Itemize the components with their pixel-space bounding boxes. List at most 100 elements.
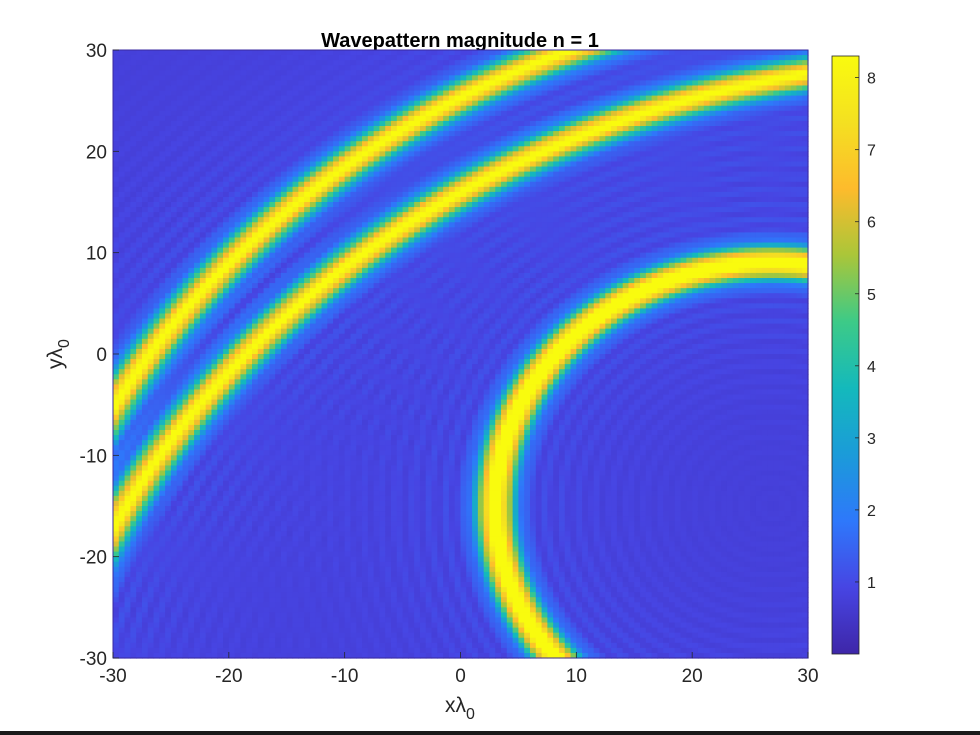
heatmap-cell [182, 612, 189, 619]
heatmap-cell [130, 75, 137, 81]
heatmap-cell [315, 490, 323, 497]
heatmap-cell [309, 409, 317, 416]
heatmap-cell [118, 171, 126, 178]
heatmap-cell [338, 100, 346, 107]
heatmap-cell [182, 126, 189, 132]
heatmap-cell [269, 65, 276, 71]
heatmap-cell [321, 511, 328, 517]
heatmap-cell [321, 647, 328, 654]
heatmap-cell [124, 328, 131, 335]
heatmap-cell [118, 242, 126, 249]
heatmap-cell [194, 328, 201, 335]
heatmap-cell [333, 526, 340, 532]
heatmap-cell [211, 217, 218, 223]
heatmap-cell [118, 354, 126, 360]
heatmap-cell [344, 333, 352, 340]
heatmap-cell [269, 348, 276, 355]
heatmap-cell [194, 389, 201, 396]
heatmap-cell [246, 267, 253, 274]
heatmap-cell [170, 100, 178, 107]
heatmap-cell [159, 480, 166, 487]
heatmap-cell [257, 348, 265, 355]
heatmap-cell [136, 85, 143, 92]
heatmap-cell [130, 181, 137, 188]
heatmap-cell [327, 60, 334, 66]
heatmap-cell [333, 283, 340, 289]
heatmap-cell [136, 186, 143, 193]
heatmap-cell [170, 627, 178, 634]
heatmap-cell [228, 480, 236, 487]
heatmap-cell [344, 470, 352, 477]
heatmap-cell [286, 196, 294, 203]
heatmap-cell [153, 95, 160, 102]
heatmap-cell [304, 100, 311, 107]
heatmap-cell [304, 597, 311, 603]
heatmap-cell [217, 136, 224, 142]
heatmap-cell [147, 343, 155, 350]
heatmap-cell [275, 384, 282, 391]
heatmap-cell [194, 308, 201, 315]
heatmap-cell [321, 374, 328, 380]
heatmap-cell [252, 293, 259, 299]
heatmap-cell [176, 592, 184, 598]
heatmap-cell [136, 414, 143, 421]
heatmap-cell [280, 627, 288, 634]
heatmap-cell [136, 521, 143, 527]
heatmap-cell [165, 176, 172, 183]
heatmap-cell [223, 566, 230, 573]
heatmap-cell [327, 222, 334, 228]
heatmap-cell [240, 490, 247, 497]
heatmap-cell [321, 551, 328, 558]
heatmap-cell [165, 475, 172, 482]
heatmap-cell [228, 70, 236, 76]
heatmap-cell [147, 379, 155, 385]
heatmap-cell [113, 323, 120, 330]
heatmap-cell [234, 85, 242, 92]
heatmap-cell [327, 561, 334, 568]
heatmap-cell [153, 561, 160, 568]
heatmap-cell [321, 389, 328, 396]
heatmap-cell [176, 364, 184, 370]
heatmap-cell [298, 359, 305, 365]
heatmap-cell [275, 80, 282, 87]
heatmap-cell [286, 313, 294, 320]
heatmap-cell [350, 394, 357, 401]
heatmap-cell [194, 232, 201, 239]
heatmap-cell [280, 632, 288, 639]
heatmap-cell [170, 278, 178, 284]
heatmap-cell [170, 227, 178, 233]
heatmap-cell [275, 60, 282, 66]
heatmap-cell [211, 181, 218, 188]
heatmap-cell [228, 242, 236, 249]
heatmap-cell [211, 582, 218, 588]
heatmap-cell [136, 460, 143, 467]
heatmap-cell [298, 196, 305, 203]
heatmap-cell [188, 146, 195, 152]
heatmap-cell [159, 222, 166, 228]
heatmap-cell [199, 424, 207, 431]
heatmap-cell [321, 602, 328, 608]
heatmap-cell [280, 389, 288, 396]
heatmap-cell [153, 191, 160, 198]
heatmap-cell [205, 65, 213, 71]
heatmap-cell [292, 445, 299, 451]
heatmap-cell [280, 495, 288, 502]
heatmap-cell [246, 500, 253, 507]
heatmap-cell [252, 202, 259, 208]
heatmap-cell [315, 445, 323, 451]
heatmap-cell [188, 460, 195, 467]
heatmap-cell [165, 394, 172, 401]
heatmap-cell [315, 176, 323, 183]
heatmap-cell [147, 647, 155, 654]
heatmap-cell [124, 556, 131, 563]
heatmap-cell [159, 445, 166, 451]
heatmap-cell [257, 450, 265, 456]
heatmap-cell [147, 642, 155, 649]
heatmap-cell [130, 627, 137, 634]
heatmap-cell [159, 607, 166, 613]
heatmap-cell [333, 424, 340, 431]
heatmap-cell [234, 283, 242, 289]
heatmap-cell [321, 252, 328, 259]
heatmap-cell [223, 333, 230, 340]
heatmap-cell [257, 607, 265, 613]
